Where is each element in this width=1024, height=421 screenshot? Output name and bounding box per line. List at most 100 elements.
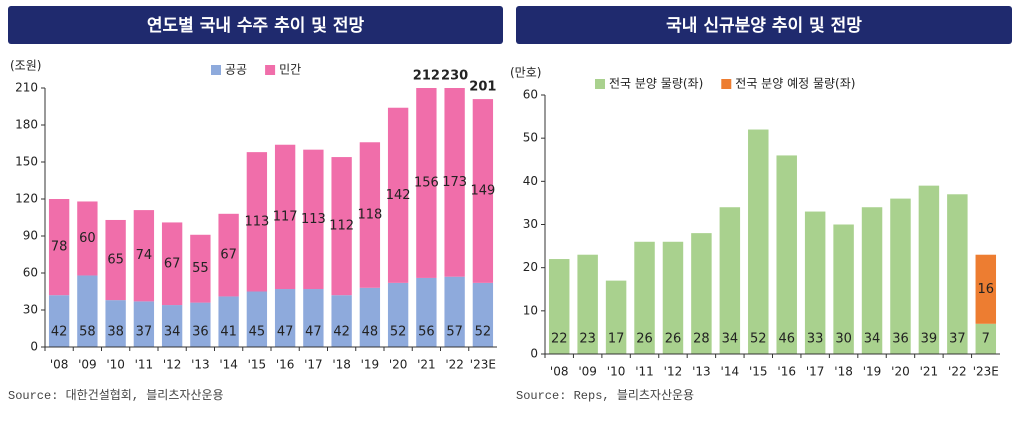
chart-title: 국내 신규분양 추이 및 전망 bbox=[666, 16, 862, 36]
value-label: 23 bbox=[579, 332, 596, 347]
bar-segment bbox=[748, 129, 769, 354]
bar-segment bbox=[833, 224, 854, 354]
y-tick-label: 150 bbox=[15, 155, 38, 169]
x-tick-label: '16 bbox=[777, 365, 796, 379]
bar-segment bbox=[274, 289, 296, 347]
value-label: 112 bbox=[329, 219, 354, 234]
value-label: 16 bbox=[978, 282, 995, 297]
y-tick-label: 30 bbox=[23, 303, 38, 317]
bar-segment bbox=[387, 107, 409, 283]
y-tick-label: 90 bbox=[23, 229, 38, 243]
value-label: 34 bbox=[864, 332, 881, 347]
bar-segment bbox=[605, 280, 627, 354]
value-label: 7 bbox=[982, 332, 990, 347]
x-tick-label: '23E bbox=[973, 365, 999, 379]
y-tick-label: 120 bbox=[15, 192, 38, 206]
value-label: 47 bbox=[305, 325, 322, 340]
value-label: 37 bbox=[136, 325, 153, 340]
legend-label: 전국 분양 물량(좌) bbox=[609, 77, 703, 91]
bar-segment bbox=[387, 282, 409, 347]
value-label: 38 bbox=[107, 325, 124, 340]
y-tick-label: 0 bbox=[30, 340, 38, 354]
y-tick-label: 50 bbox=[523, 131, 538, 145]
bar-segment bbox=[804, 211, 826, 354]
y-tick-label: 60 bbox=[23, 266, 38, 280]
x-tick-label: '19 bbox=[361, 358, 380, 372]
value-label: 113 bbox=[301, 212, 326, 227]
value-label: 41 bbox=[220, 325, 237, 340]
y-axis-label: (조원) bbox=[10, 59, 41, 73]
x-tick-label: '17 bbox=[806, 365, 825, 379]
x-tick-label: '08 bbox=[50, 358, 69, 372]
value-label: 47 bbox=[277, 325, 294, 340]
value-label: 67 bbox=[220, 248, 237, 263]
x-tick-label: '20 bbox=[891, 365, 910, 379]
bar-segment bbox=[691, 233, 712, 354]
x-tick-label: '11 bbox=[135, 358, 154, 372]
value-label: 34 bbox=[164, 325, 181, 340]
value-label: 42 bbox=[333, 325, 350, 340]
x-tick-label: '09 bbox=[578, 365, 597, 379]
y-tick-label: 30 bbox=[523, 217, 538, 231]
y-tick-label: 10 bbox=[523, 303, 538, 317]
bar-segment bbox=[161, 305, 183, 347]
value-label: 58 bbox=[79, 325, 96, 340]
bar-segment bbox=[359, 287, 381, 347]
value-label: 57 bbox=[446, 325, 463, 340]
x-tick-label: '13 bbox=[692, 365, 711, 379]
title-banner bbox=[8, 6, 503, 44]
y-tick-label: 180 bbox=[15, 118, 38, 132]
y-tick-label: 0 bbox=[530, 347, 538, 361]
value-label: 37 bbox=[949, 332, 966, 347]
total-label: 212 bbox=[413, 69, 440, 84]
value-label: 74 bbox=[136, 248, 153, 263]
value-label: 55 bbox=[192, 261, 209, 276]
source: Source: Reps, 블리츠자산운용 bbox=[516, 388, 694, 403]
bar-segment bbox=[105, 300, 126, 347]
value-label: 60 bbox=[79, 231, 96, 246]
value-label: 113 bbox=[244, 214, 269, 229]
bar-segment bbox=[444, 88, 465, 277]
bar-segment bbox=[918, 185, 940, 354]
x-tick-label: '21 bbox=[920, 365, 939, 379]
bar-segment bbox=[105, 219, 126, 301]
bar-segment bbox=[246, 291, 268, 347]
bar-segment bbox=[133, 301, 155, 347]
value-label: 48 bbox=[362, 325, 379, 340]
value-label: 78 bbox=[51, 240, 68, 255]
title-banner bbox=[516, 6, 1012, 44]
bar-segment bbox=[416, 277, 437, 347]
value-label: 52 bbox=[750, 332, 767, 347]
x-tick-label: '12 bbox=[664, 365, 683, 379]
x-tick-label: '19 bbox=[863, 365, 882, 379]
total-label: 230 bbox=[441, 69, 468, 84]
bar-segment bbox=[161, 222, 183, 306]
legend-swatch bbox=[265, 65, 276, 75]
y-tick-label: 60 bbox=[523, 88, 538, 102]
source: Source: 대한건설협회, 블리츠자산운용 bbox=[8, 388, 224, 403]
value-label: 17 bbox=[608, 332, 625, 347]
bar-segment bbox=[416, 88, 437, 278]
value-label: 117 bbox=[273, 209, 298, 224]
value-label: 22 bbox=[551, 332, 568, 347]
bar-segment bbox=[472, 282, 494, 347]
bar-segment bbox=[48, 199, 70, 296]
x-tick-label: '14 bbox=[721, 365, 740, 379]
x-tick-label: '08 bbox=[550, 365, 569, 379]
value-label: 156 bbox=[414, 175, 439, 190]
bar-segment bbox=[719, 207, 741, 354]
bar-segment bbox=[890, 198, 911, 354]
bar-segment bbox=[331, 157, 352, 296]
bar-segment bbox=[190, 234, 211, 303]
value-label: 52 bbox=[475, 325, 492, 340]
value-label: 34 bbox=[722, 332, 739, 347]
value-label: 118 bbox=[357, 208, 382, 223]
value-label: 28 bbox=[693, 332, 710, 347]
bar-segment bbox=[48, 295, 70, 347]
x-tick-label: '09 bbox=[78, 358, 97, 372]
value-label: 26 bbox=[665, 332, 682, 347]
x-tick-label: '20 bbox=[389, 358, 408, 372]
value-label: 46 bbox=[778, 332, 795, 347]
chart-title: 연도별 국내 수주 추이 및 전망 bbox=[147, 16, 365, 36]
value-label: 39 bbox=[921, 332, 938, 347]
